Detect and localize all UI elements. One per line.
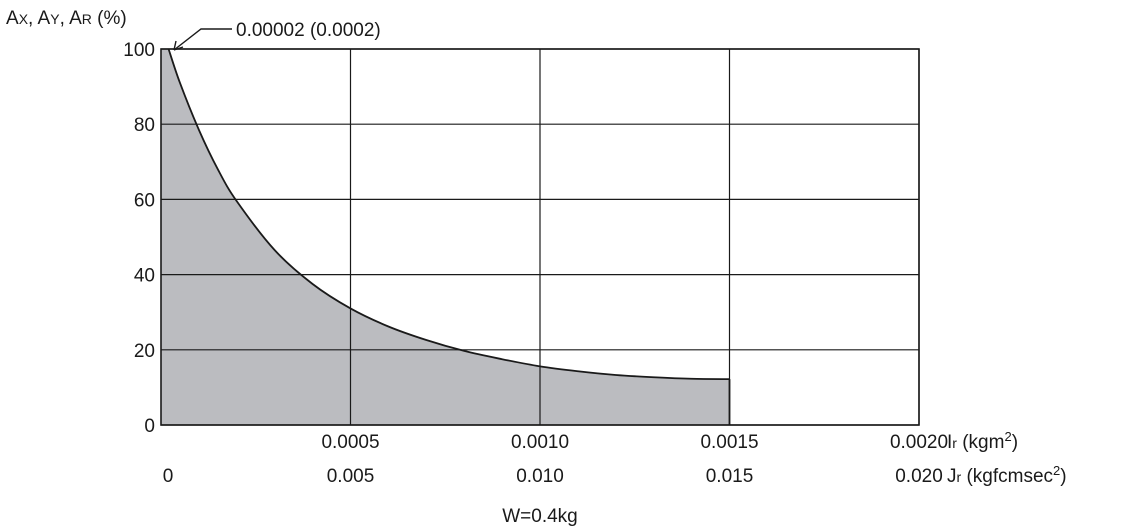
annotation-label: 0.00002 (0.0002) bbox=[236, 20, 381, 41]
plot-frame-layer bbox=[160, 48, 920, 426]
y-tick-label: 0 bbox=[144, 416, 155, 437]
y-tick-label: 80 bbox=[134, 115, 155, 136]
y-tick-label: 100 bbox=[123, 40, 155, 61]
x-secondary-tick-label: 0.010 bbox=[516, 466, 564, 487]
capacity-curve bbox=[167, 48, 730, 381]
y-tick-label: 40 bbox=[134, 266, 155, 287]
x-secondary-axis-label: Jr (kgfcmsec2) bbox=[947, 463, 1067, 487]
x-primary-tick-label: 0.0020 bbox=[890, 432, 948, 453]
x-primary-axis-label: Ir (kgm2) bbox=[947, 429, 1018, 453]
x-secondary-tick-labels: 0 0.005 0.010 0.015 0.020 bbox=[163, 466, 943, 487]
allowable-area-layer bbox=[161, 49, 730, 425]
x-primary-tick-labels: 0.0005 0.0010 0.0015 0.0020 bbox=[321, 432, 948, 453]
x-secondary-tick-label: 0.005 bbox=[327, 466, 375, 487]
plot-frame bbox=[160, 48, 920, 426]
y-tick-labels: 0 20 40 60 80 100 bbox=[123, 40, 155, 437]
weight-condition-label: W=0.4kg bbox=[502, 506, 578, 527]
y-tick-label: 60 bbox=[134, 190, 155, 211]
x-primary-tick-label: 0.0015 bbox=[700, 432, 758, 453]
curve-layer bbox=[167, 48, 731, 425]
x-primary-tick-label: 0.0010 bbox=[511, 432, 569, 453]
y-axis-label: AX, AY, AR (%) bbox=[6, 8, 127, 29]
x-secondary-tick-label: 0.015 bbox=[706, 466, 754, 487]
y-tick-label: 20 bbox=[134, 341, 155, 362]
x-secondary-tick-label: 0 bbox=[163, 466, 174, 487]
annotation-leader-line bbox=[173, 28, 232, 51]
annotation-arrowhead bbox=[173, 40, 184, 51]
x-secondary-tick-label: 0.020 bbox=[895, 466, 943, 487]
allowable-area bbox=[161, 49, 730, 425]
x-primary-tick-label: 0.0005 bbox=[321, 432, 379, 453]
